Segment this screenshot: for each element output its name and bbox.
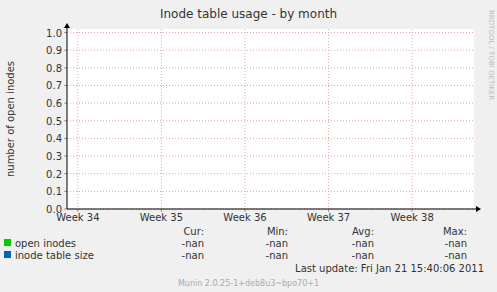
grid-line xyxy=(67,120,474,121)
x-tick-label: Week 37 xyxy=(307,212,350,223)
grid-line xyxy=(67,191,474,192)
legend-stat: -nan xyxy=(445,250,467,261)
x-axis xyxy=(67,209,478,210)
legend-column-header: Avg: xyxy=(352,226,374,237)
legend-column-header: Cur: xyxy=(183,226,204,237)
grid-line xyxy=(67,85,474,86)
y-tick-label: 0.4 xyxy=(46,133,62,144)
legend-stat: -nan xyxy=(182,250,204,261)
title: Inode table usage - by month xyxy=(160,7,337,21)
y-tick-label: 0.3 xyxy=(46,151,62,162)
grid-line xyxy=(245,29,246,209)
grid-line xyxy=(77,29,78,209)
legend-column-header: Max: xyxy=(443,226,467,237)
last-update: Last update: Fri Jan 21 15:40:06 2011 xyxy=(295,263,484,274)
y-tick-label: 0.1 xyxy=(46,186,62,197)
y-tick-label: 0.7 xyxy=(46,80,62,91)
footer: Munin 2.0.25-1+deb8u3~bpo70+1 xyxy=(178,279,319,288)
legend-stat: -nan xyxy=(445,238,467,249)
grid-line xyxy=(328,29,329,209)
y-axis-label: number of open inodes xyxy=(5,61,16,177)
grid-line xyxy=(67,173,474,174)
legend-column-header: Min: xyxy=(267,226,288,237)
legend-swatch xyxy=(4,239,11,246)
x-tick-label: Week 35 xyxy=(140,212,183,223)
grid-line xyxy=(67,156,474,157)
legend-stat: -nan xyxy=(266,250,288,261)
grid-line xyxy=(67,50,474,51)
legend-stat: -nan xyxy=(182,238,204,249)
y-tick-label: 0.9 xyxy=(46,45,62,56)
plot-area xyxy=(67,29,474,209)
x-axis-arrow xyxy=(476,206,481,212)
x-tick-label: Week 38 xyxy=(390,212,433,223)
grid-line xyxy=(67,67,474,68)
legend-stat: -nan xyxy=(266,238,288,249)
background xyxy=(0,0,497,292)
y-tick-label: 0.2 xyxy=(46,169,62,180)
grid-line xyxy=(161,29,162,209)
y-tick-label: 0.6 xyxy=(46,98,62,109)
y-axis-arrow xyxy=(64,23,70,28)
grid-line xyxy=(67,103,474,104)
x-tick-label: Week 36 xyxy=(223,212,266,223)
grid-line xyxy=(67,138,474,139)
grid-line xyxy=(67,32,474,33)
watermark: RRDTOOL / TOBI OETIKER xyxy=(487,10,495,100)
legend-stat: -nan xyxy=(352,250,374,261)
legend-stat: -nan xyxy=(352,238,374,249)
y-tick-label: 0.5 xyxy=(46,116,62,127)
y-tick-label: 1.0 xyxy=(46,28,62,39)
legend-label: open inodes xyxy=(15,238,76,249)
legend-swatch xyxy=(4,251,11,258)
y-tick-label: 0.8 xyxy=(46,63,62,74)
x-tick-label: Week 34 xyxy=(56,212,99,223)
y-axis xyxy=(67,26,68,209)
grid-line xyxy=(412,29,413,209)
legend-label: inode table size xyxy=(15,250,94,261)
chart: Inode table usage - by month number of op… xyxy=(0,0,497,292)
